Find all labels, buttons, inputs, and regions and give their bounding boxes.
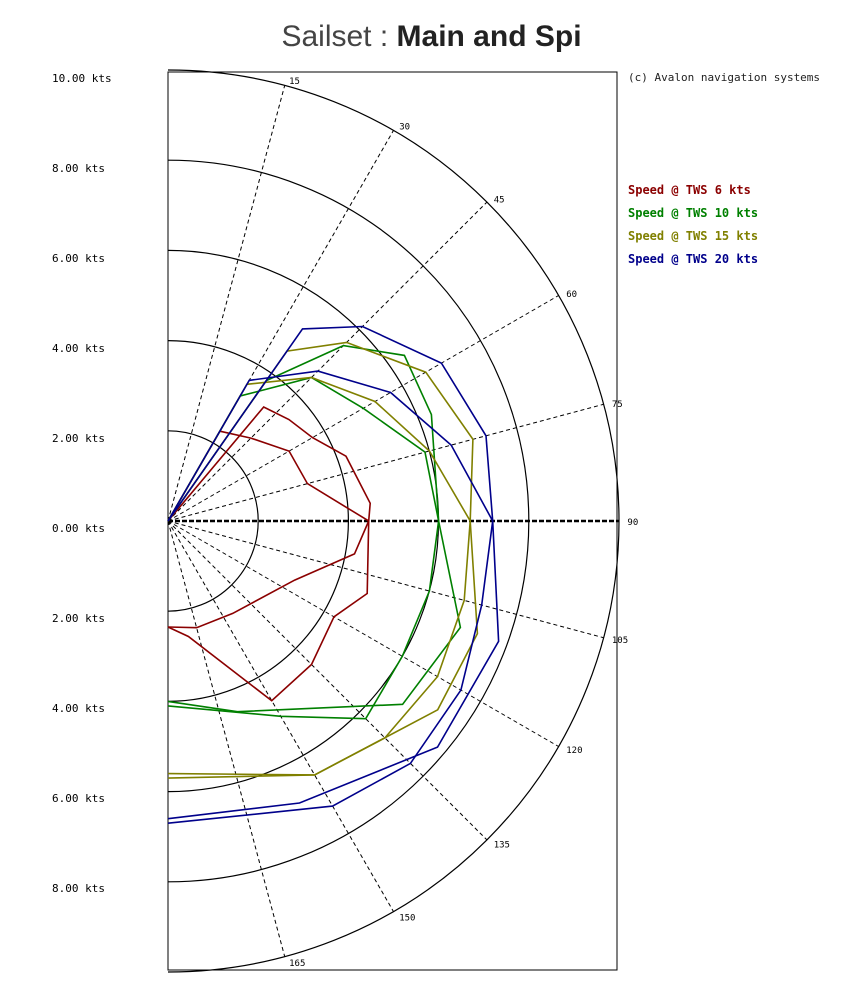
chart-title: Sailset : Main and Spi	[0, 20, 863, 54]
legend-entry: Speed @ TWS 15 kts	[628, 229, 758, 243]
radial-line	[167, 201, 488, 522]
title-bold: Main and Spi	[396, 20, 582, 53]
y-tick-label: 6.00 kts	[52, 792, 105, 805]
y-tick-label: 4.00 kts	[52, 342, 105, 355]
radial-line	[167, 520, 488, 841]
y-tick-label: 0.00 kts	[52, 522, 105, 535]
y-tick-label: 8.00 kts	[52, 162, 105, 175]
legend-entry: Speed @ TWS 20 kts	[628, 252, 758, 266]
angle-label: 45	[494, 195, 505, 205]
y-tick-label: 2.00 kts	[52, 432, 105, 445]
y-tick-label: 2.00 kts	[52, 612, 105, 625]
series-lines	[167, 325, 500, 824]
angle-label: 60	[566, 290, 577, 300]
series-line	[167, 376, 440, 720]
radial-line	[167, 520, 604, 639]
series-line	[167, 325, 500, 820]
angle-label: 30	[399, 123, 410, 133]
title-prefix: Sailset :	[281, 20, 397, 53]
legend-entry: Speed @ TWS 10 kts	[628, 206, 758, 220]
copyright-text: (c) Avalon navigation systems	[628, 71, 820, 84]
radial-line	[167, 85, 286, 522]
series-line	[167, 341, 479, 779]
y-tick-label: 10.00 kts	[52, 72, 112, 85]
angle-label: 150	[399, 913, 415, 923]
series-line	[167, 406, 372, 629]
series-line	[167, 430, 370, 702]
angle-label: 15	[289, 77, 300, 87]
speed-ring	[167, 430, 259, 612]
y-tick-label: 6.00 kts	[52, 252, 105, 265]
y-tick-label: 4.00 kts	[52, 702, 105, 715]
angle-label: 120	[566, 746, 582, 756]
speed-ring	[167, 340, 349, 702]
radial-line	[167, 130, 394, 522]
radial-line	[167, 403, 604, 522]
angle-label: 105	[612, 636, 628, 646]
radial-line	[167, 520, 559, 747]
legend: Speed @ TWS 6 kts Speed @ TWS 10 kts Speed…	[628, 183, 758, 266]
angle-label: 90	[627, 518, 638, 528]
angle-label: 165	[289, 959, 305, 969]
angle-label: 135	[494, 841, 510, 851]
y-tick-label: 8.00 kts	[52, 882, 105, 895]
radial-line	[167, 520, 286, 957]
series-line	[167, 344, 462, 713]
legend-entry: Speed @ TWS 6 kts	[628, 183, 751, 197]
angle-radials: 15 30 45 60 75 90 105 120 135 150 165	[167, 77, 638, 969]
y-axis-labels: 10.00 kts 8.00 kts 6.00 kts 4.00 kts 2.00 kt…	[52, 72, 112, 895]
angle-label: 75	[612, 400, 623, 410]
